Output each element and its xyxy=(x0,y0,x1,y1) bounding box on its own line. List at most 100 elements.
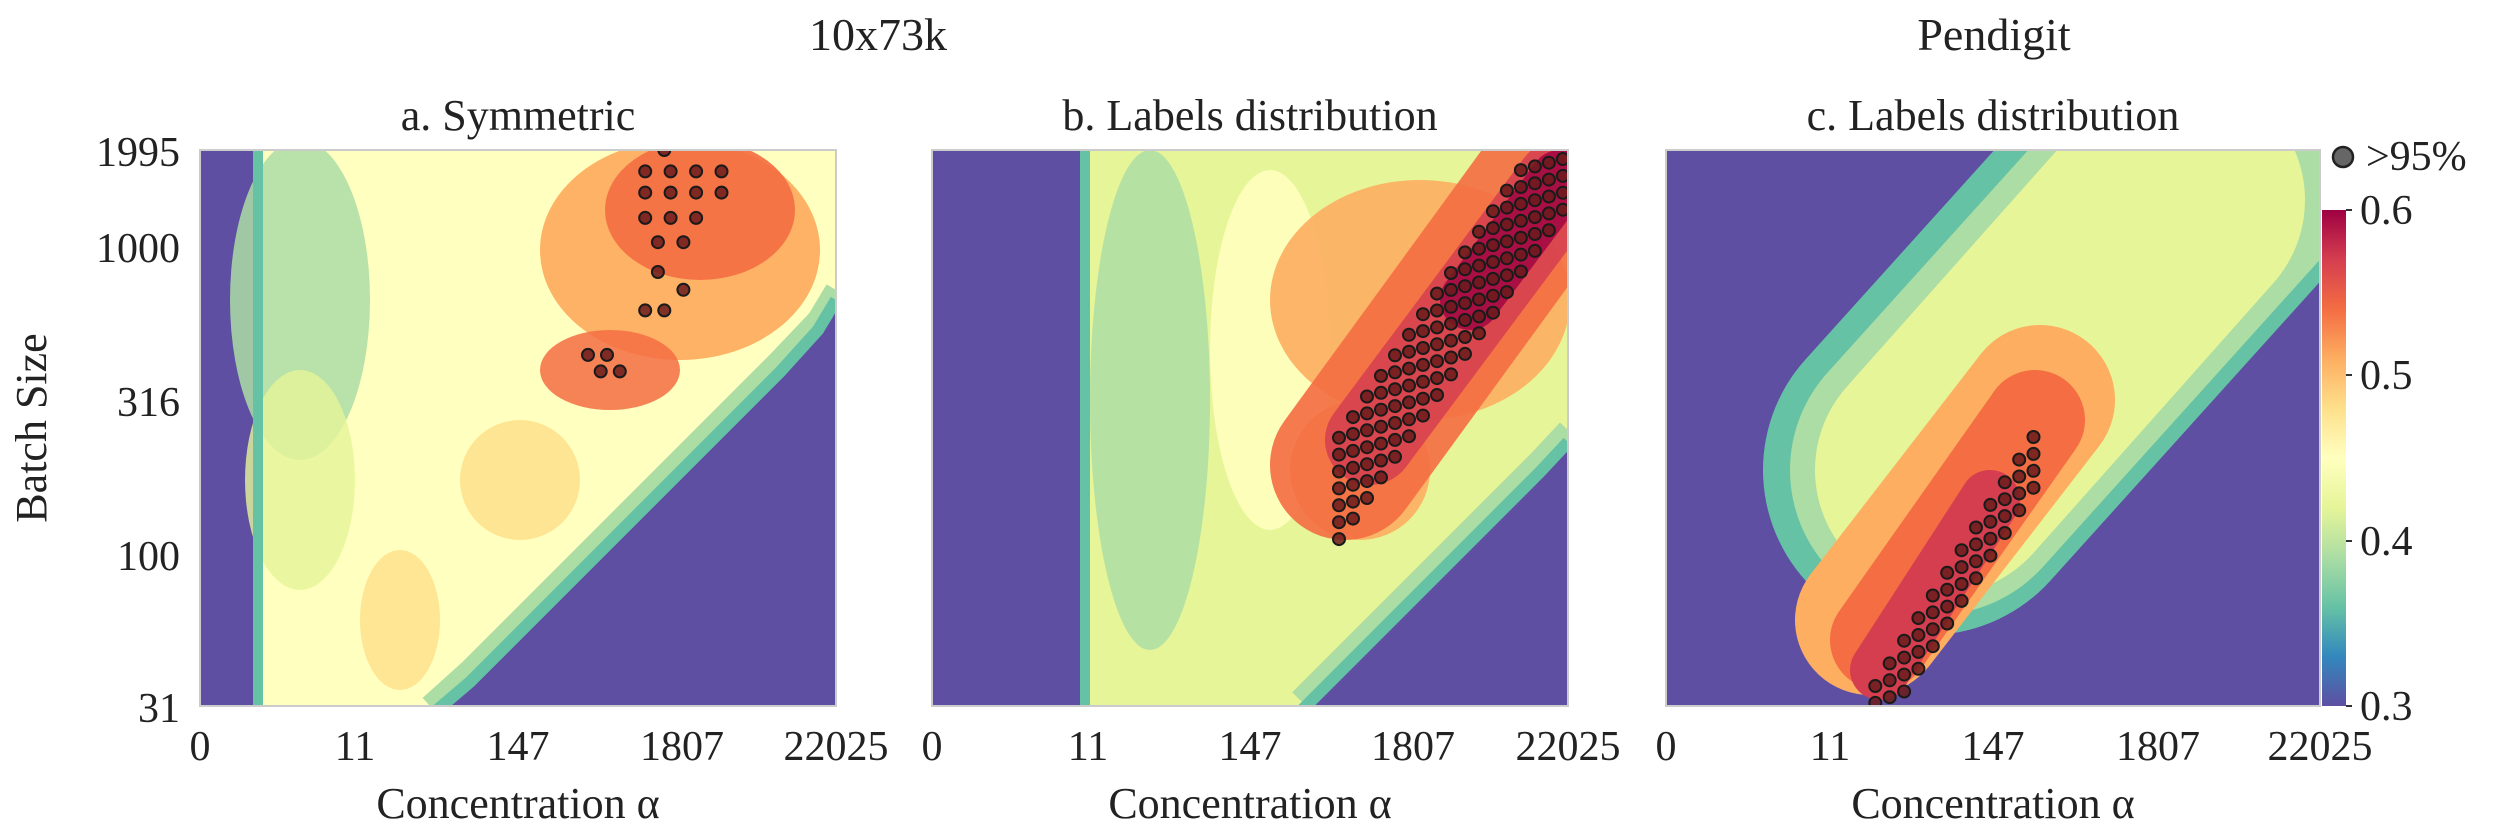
top5-marker xyxy=(663,164,678,179)
top5-marker xyxy=(1954,577,1969,591)
top5-marker xyxy=(1346,427,1360,441)
x-tick-label: 22025 xyxy=(784,724,889,770)
top5-marker xyxy=(1332,447,1346,462)
panel-a xyxy=(199,149,837,707)
top5-marker xyxy=(1444,266,1458,280)
top5-marker xyxy=(650,265,665,279)
top5-marker xyxy=(1541,223,1556,238)
top5-marker xyxy=(1925,639,1940,654)
top5-marker xyxy=(638,164,653,179)
top5-marker xyxy=(1346,460,1360,475)
panel-a-frame xyxy=(199,149,837,707)
panel-a-blob xyxy=(360,550,440,690)
top5-marker xyxy=(1486,288,1500,303)
top5-marker xyxy=(1969,554,1983,569)
top5-marker xyxy=(1911,628,1926,642)
top5-marker xyxy=(1969,537,1983,552)
top5-marker xyxy=(1969,571,1983,586)
top5-marker xyxy=(1388,432,1402,447)
y-tick-label: 100 xyxy=(117,534,180,580)
top5-marker xyxy=(1402,327,1416,342)
top5-marker xyxy=(1388,449,1402,464)
top5-marker xyxy=(1360,474,1374,489)
top5-marker xyxy=(1332,515,1346,530)
top5-marker xyxy=(1374,385,1388,400)
top5-marker xyxy=(1430,337,1444,352)
top5-marker xyxy=(1513,264,1528,279)
x-tick-label: 0 xyxy=(1656,724,1677,770)
top5-marker xyxy=(1458,262,1472,277)
top5-marker xyxy=(1332,481,1346,496)
panel-a-edge-band xyxy=(422,284,836,706)
top5-marker xyxy=(1360,423,1374,438)
top5-legend-label: >95% xyxy=(2366,134,2467,180)
top5-marker xyxy=(1430,286,1444,301)
top5-marker xyxy=(1388,416,1402,430)
top5-marker xyxy=(2026,480,2041,495)
top5-marker xyxy=(1527,243,1542,258)
top5-marker xyxy=(663,185,678,200)
panel-b-edge-band xyxy=(1297,437,1568,706)
top5-marker xyxy=(1983,531,1998,546)
top5-legend: >95% xyxy=(2331,134,2467,180)
y-tick-label: 1000 xyxy=(96,226,180,272)
top5-marker xyxy=(1486,305,1500,320)
top5-marker xyxy=(1472,258,1486,273)
top5-marker xyxy=(1416,391,1430,406)
top5-marker xyxy=(1360,457,1374,472)
top5-marker xyxy=(1486,255,1500,269)
top5-marker xyxy=(1444,333,1458,348)
top5-marker xyxy=(1882,690,1897,705)
top5-marker xyxy=(1374,453,1388,468)
colorbar-tick-label: 0.4 xyxy=(2360,519,2413,565)
panel-a-blob xyxy=(540,330,680,410)
top5-marker xyxy=(1416,374,1430,389)
top5-marker xyxy=(1416,341,1430,355)
top5-marker xyxy=(1388,365,1402,380)
top5-marker xyxy=(1983,497,1998,512)
panel-c xyxy=(1665,149,2321,707)
top5-marker xyxy=(1925,622,1940,637)
colorbar-tick-label: 0.3 xyxy=(2360,684,2413,730)
x-tick-label: 1807 xyxy=(1371,724,1455,770)
top5-marker xyxy=(2012,469,2027,484)
top5-marker xyxy=(1499,251,1514,266)
top5-marker xyxy=(1458,279,1472,294)
top5-marker xyxy=(1430,303,1444,318)
top5-marker xyxy=(1911,611,1926,626)
top5-marker xyxy=(1527,159,1542,174)
top5-marker xyxy=(1499,268,1514,283)
top5-marker xyxy=(1486,238,1500,253)
top5-marker xyxy=(1499,234,1514,249)
top5-marker xyxy=(1444,350,1458,365)
top5-marker xyxy=(1486,204,1500,219)
panel-a-blob xyxy=(460,420,580,540)
top5-marker xyxy=(1486,271,1500,286)
top5-marker xyxy=(1527,176,1542,191)
top5-marker xyxy=(1444,282,1458,297)
top5-marker xyxy=(1458,245,1472,260)
top5-marker xyxy=(1346,443,1360,458)
panel-b-title: b. Labels distribution xyxy=(1062,91,1437,140)
panel-b-frame xyxy=(931,149,1569,707)
top5-marker xyxy=(2012,486,2027,501)
top5-marker xyxy=(1388,382,1402,397)
top5-marker xyxy=(1402,344,1416,359)
panel-a-top5-dots xyxy=(581,150,729,379)
panel-c-heatmap xyxy=(1763,150,2320,706)
top5-marker xyxy=(676,235,691,250)
top5-marker xyxy=(657,150,672,157)
top5-marker xyxy=(1374,419,1388,434)
top5-marker xyxy=(1346,511,1360,526)
top5-marker xyxy=(612,364,627,379)
top5-marker xyxy=(1346,494,1360,509)
x-tick-label: 1807 xyxy=(640,724,724,770)
top5-marker xyxy=(1897,684,1912,699)
x-tick-label: 11 xyxy=(1068,724,1108,770)
top5-marker xyxy=(2026,430,2041,444)
x-tick-label: 11 xyxy=(1810,724,1850,770)
top5-marker xyxy=(1332,464,1346,479)
top5-marker xyxy=(1527,227,1542,241)
panel-b xyxy=(931,149,1569,707)
x-tick-label: 0 xyxy=(190,724,211,770)
